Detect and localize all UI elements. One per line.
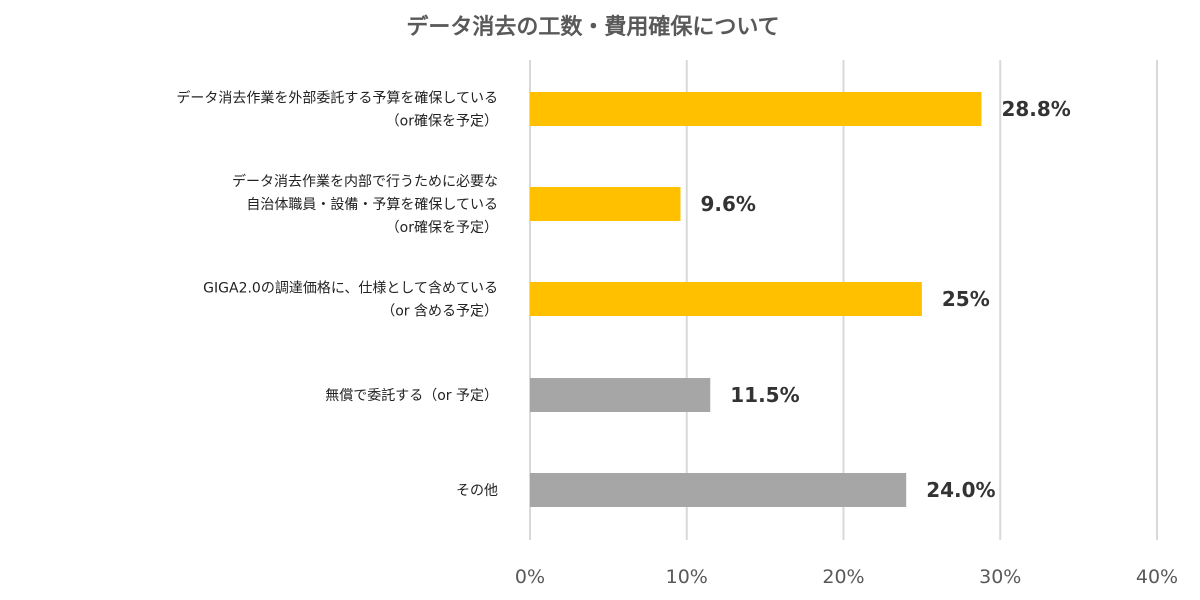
category-label-4-line-0: その他 [456, 483, 498, 499]
data-label-2: 25% [942, 287, 990, 311]
bar-4 [530, 473, 907, 507]
category-label-3-line-0: 無償で委託する（or 予定） [325, 388, 498, 404]
category-label-1: データ消去作業を内部で行うために必要な自治体職員・設備・予算を確保している （or… [232, 173, 498, 236]
x-tick-label-1: 10% [666, 566, 708, 588]
category-label-1-line-2: （or確保を予定） [386, 220, 498, 236]
bars [530, 92, 982, 507]
x-axis-ticks: 0% 10% 20% 30% 40% [515, 566, 1178, 588]
x-tick-label-0: 0% [515, 566, 545, 588]
category-labels: データ消去作業を外部委託する予算を確保している（or確保を予定）データ消去作業を… [176, 90, 498, 500]
category-label-0-line-1: （or確保を予定） [386, 114, 498, 130]
chart-title: データ消去の工数・費用確保について [406, 14, 779, 40]
category-label-0: データ消去作業を外部委託する予算を確保している （or確保を予定） [176, 90, 498, 130]
bar-3 [530, 378, 711, 412]
bar-2 [530, 282, 922, 316]
bar-1 [530, 187, 681, 221]
category-label-0-line-0: データ消去作業を外部委託する予算を確保している [176, 90, 498, 107]
category-label-2-line-0: GIGA2.0の調達価格に、仕様として含めている [203, 281, 498, 297]
category-label-4: その他 [456, 483, 498, 499]
category-label-2-line-1: （or 含める予定） [381, 304, 498, 320]
data-label-4: 24.0% [926, 478, 995, 502]
category-label-2: GIGA2.0の調達価格に、仕様として含めている （or 含める予定） [203, 281, 498, 320]
data-label-3: 11.5% [730, 383, 799, 407]
x-tick-label-3: 30% [979, 566, 1021, 588]
x-tick-label-4: 40% [1136, 566, 1178, 588]
data-label-1: 9.6% [700, 192, 755, 216]
category-label-1-line-0: データ消去作業を内部で行うために必要な [232, 173, 498, 190]
data-labels: 28.8% 9.6% 25% 11.5% 24.0% [700, 97, 1070, 502]
category-label-1-line-1: 自治体職員・設備・予算を確保している [246, 197, 498, 213]
category-label-3: 無償で委託する（or 予定） [325, 388, 498, 404]
x-tick-label-2: 20% [822, 566, 864, 588]
bar-0 [530, 92, 982, 126]
data-label-0: 28.8% [1001, 97, 1070, 121]
